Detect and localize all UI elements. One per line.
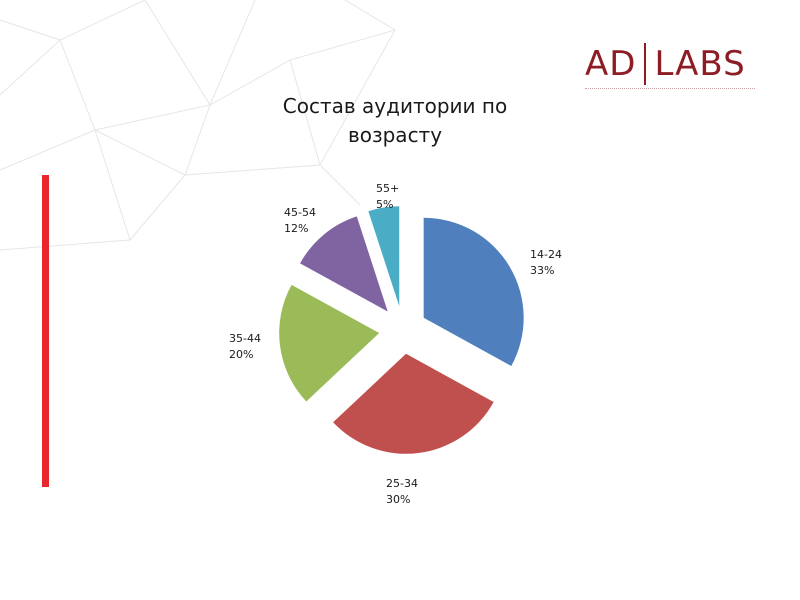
logo-separator	[644, 43, 647, 85]
pie-label-25-34: 25-34 30%	[386, 476, 418, 508]
pie-label-45-54: 45-54 12%	[284, 205, 316, 237]
logo-text-labs: LABS	[654, 44, 746, 84]
chart-title-line-1: Состав аудитории по	[282, 94, 508, 118]
pie-label-value: 12%	[284, 222, 309, 235]
chart-title-line-2: возрасту	[347, 123, 443, 147]
pie-slice-45-54	[300, 216, 388, 312]
pie-slice-14-24	[423, 217, 524, 366]
pie-label-value: 33%	[530, 264, 555, 277]
pie-label-value: 20%	[229, 348, 254, 361]
pie-label-55plus: 55+ 5%	[376, 181, 399, 213]
chart-title: Состав аудитории по возрасту	[250, 92, 540, 150]
adlabs-logo: AD LABS	[585, 40, 746, 88]
pie-label-value: 30%	[386, 493, 411, 506]
pie-label-14-24: 14-24 33%	[530, 247, 562, 279]
pie-slice-35-44	[279, 284, 380, 402]
pie-label-category: 35-44	[229, 332, 261, 345]
logo-underline	[585, 88, 755, 90]
pie-label-category: 14-24	[530, 248, 562, 261]
pie-label-category: 45-54	[284, 206, 316, 219]
pie-label-category: 55+	[376, 182, 400, 195]
pie-label-category: 25-34	[386, 477, 418, 490]
pie-slice-25-34	[333, 353, 494, 454]
logo-text-ad: AD	[585, 44, 637, 84]
pie-label-35-44: 35-44 20%	[229, 331, 261, 363]
pie-label-value: 5%	[376, 198, 394, 211]
pie-slice-55plus	[368, 206, 400, 307]
red-accent-bar	[42, 175, 49, 487]
